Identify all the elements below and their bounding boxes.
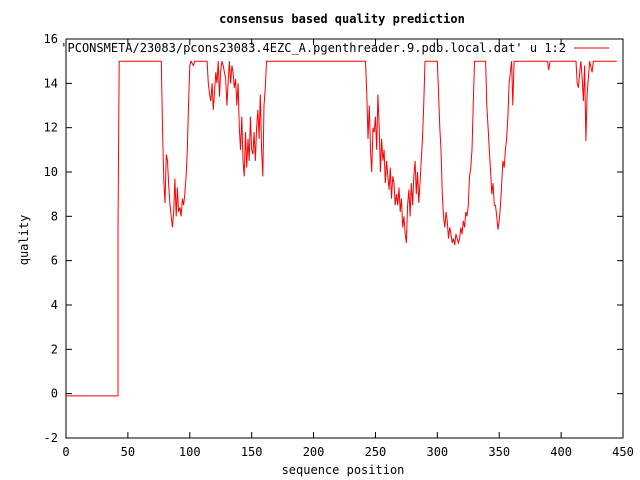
y-tick-label: -2 — [44, 431, 58, 445]
legend-series-label: 'PCONSMETA/23083/pcons23083.4EZC_A.pgent… — [60, 41, 566, 55]
x-tick-label: 200 — [303, 445, 325, 459]
y-tick-label: 16 — [44, 32, 58, 46]
x-tick-label: 250 — [365, 445, 387, 459]
y-tick-label: 0 — [51, 387, 58, 401]
x-tick-label: 350 — [488, 445, 510, 459]
x-axis-label: sequence position — [282, 463, 405, 477]
x-tick-label: 400 — [550, 445, 572, 459]
y-tick-label: 10 — [44, 165, 58, 179]
x-axis: 0 50 100 150 200 250 300 350 400 450 — [62, 39, 634, 459]
y-tick-label: 6 — [51, 254, 58, 268]
y-tick-label: 4 — [51, 298, 58, 312]
x-tick-label: 50 — [121, 445, 135, 459]
chart-title: consensus based quality prediction — [219, 12, 465, 26]
y-tick-label: 14 — [44, 76, 58, 90]
x-tick-label: 0 — [62, 445, 69, 459]
x-tick-label: 300 — [426, 445, 448, 459]
x-tick-label: 100 — [179, 445, 201, 459]
x-tick-label: 150 — [241, 445, 263, 459]
series-line-quality — [66, 59, 617, 397]
legend: 'PCONSMETA/23083/pcons23083.4EZC_A.pgent… — [60, 41, 609, 55]
y-tick-label: 12 — [44, 121, 58, 135]
y-axis: -2 0 2 4 6 8 10 12 14 16 — [44, 32, 623, 445]
y-tick-label: 8 — [51, 209, 58, 223]
plot-frame — [65, 38, 624, 439]
x-tick-label: 450 — [612, 445, 634, 459]
y-tick-label: 2 — [51, 342, 58, 356]
y-axis-label: quality — [17, 215, 31, 266]
